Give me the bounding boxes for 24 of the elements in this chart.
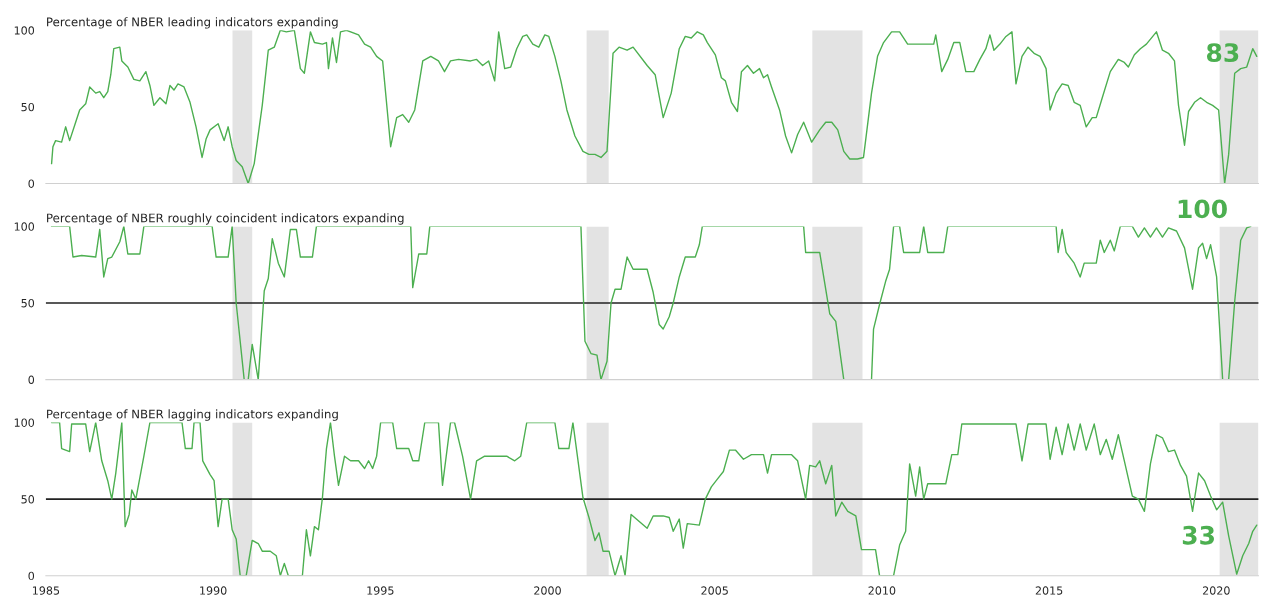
x-tick-label: 1995 [367,586,394,595]
annotation: 33 [1182,525,1214,545]
chart-title: Percentage of NBER lagging indicators expanding [47,409,338,421]
x-tick-label: 1990 [200,586,227,595]
y-tick-label: 0 [28,179,35,188]
y-tick-label: 100 [14,418,35,427]
x-tick-label: 2005 [701,586,728,595]
chart-title: Percentage of NBER leading indicators expanding [47,17,338,29]
x-tick-label: 2015 [1035,586,1063,595]
y-tick-label: 50 [21,495,35,504]
y-tick-label: 100 [14,26,35,35]
line-series [50,30,1258,184]
y-tick-label: 50 [21,102,35,112]
x-tick-label: 2010 [868,586,896,595]
y-tick-label: 100 [14,222,35,231]
x-tick-label: 1985 [32,586,60,595]
x-tick-label: 2000 [534,586,561,595]
x-tick-label: 2020 [1202,586,1230,595]
y-tick-label: 0 [28,375,35,384]
y-tick-label: 0 [28,571,35,581]
text: 100 [1178,199,1227,219]
chart-title: Percentage of NBER roughly coincident indicators expanding [47,213,404,225]
y-tick-label: 50 [21,298,35,308]
annotation: 83 [1206,43,1239,63]
